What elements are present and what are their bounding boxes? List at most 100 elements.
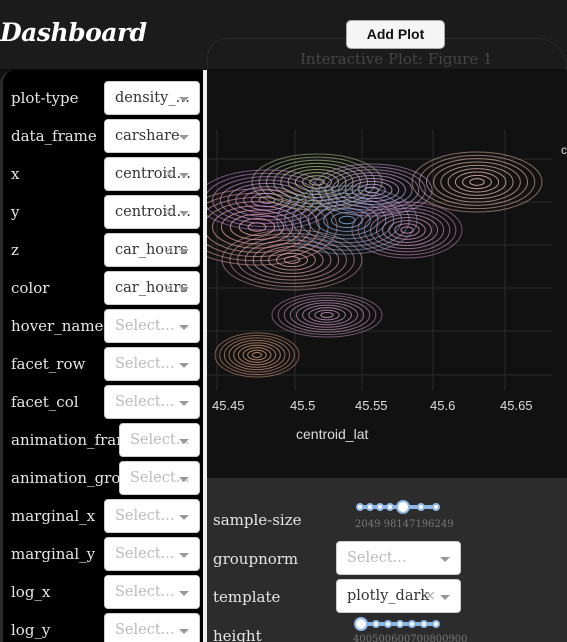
template-value: plotly_dark: [347, 588, 430, 604]
contour-line: [258, 196, 276, 204]
chevron-down-icon: [440, 595, 450, 600]
contour-line: [237, 344, 277, 366]
x-axis-label: centroid_lat: [296, 426, 369, 442]
contour-line: [223, 337, 291, 373]
contour-line: [400, 226, 414, 234]
groupnorm-label: groupnorm: [213, 550, 299, 568]
chevron-down-icon: [179, 287, 189, 292]
contour-line: [228, 339, 286, 371]
slider-mark: [432, 503, 440, 511]
clear-icon[interactable]: ×: [163, 204, 175, 220]
dropdown-data-frame[interactable]: carshare: [104, 119, 200, 153]
slider-mark: [356, 503, 364, 511]
chevron-down-icon: [179, 629, 189, 634]
control-label-color: color: [11, 279, 50, 297]
chevron-down-icon: [179, 135, 189, 140]
sidebar-divider: [203, 70, 207, 642]
contour-line: [229, 213, 285, 241]
contour-line: [308, 307, 346, 323]
contour-line: [283, 297, 371, 333]
contour-line: [440, 164, 514, 200]
contour-line: [364, 186, 380, 194]
dropdown-animation-frame[interactable]: Select...: [119, 423, 200, 457]
contour-line: [219, 334, 295, 376]
contour-line: [454, 171, 500, 193]
slider-mark: [366, 503, 374, 511]
dropdown-value: carshare: [115, 128, 180, 144]
height-handle[interactable]: [354, 617, 368, 631]
slider-mark: [372, 620, 380, 628]
dropdown-color[interactable]: car_hours ×: [104, 271, 200, 305]
slider-mark: [384, 620, 392, 628]
chevron-down-icon: [179, 439, 189, 444]
contour-line: [344, 177, 400, 203]
clear-icon[interactable]: ×: [163, 166, 175, 182]
dropdown-z[interactable]: car_hours ×: [104, 233, 200, 267]
dropdown-marginal-y[interactable]: Select...: [104, 537, 200, 571]
dropdown-log-y[interactable]: Select...: [104, 613, 200, 642]
groupnorm-value: Select...: [347, 550, 407, 566]
control-label-animation-frame: animation_frame: [11, 431, 140, 449]
slider-mark: [432, 620, 440, 628]
contour-line: [242, 347, 272, 363]
control-label-marginal-y: marginal_y: [11, 545, 96, 563]
clear-icon[interactable]: ×: [163, 280, 175, 296]
contour-line: [268, 249, 316, 271]
contour-line: [302, 304, 352, 326]
control-label-hover-name: hover_name: [11, 317, 104, 335]
x-tick-label: 45.55: [355, 398, 388, 413]
contour-line: [302, 175, 332, 189]
chevron-down-icon: [179, 477, 189, 482]
height-label: height: [213, 627, 262, 642]
add-plot-button[interactable]: Add Plot: [346, 20, 445, 49]
contour-line: [294, 172, 340, 192]
dropdown-value: Select...: [115, 318, 175, 334]
density-contour-chart[interactable]: [176, 70, 567, 478]
dropdown-plot-type[interactable]: density_…: [104, 81, 200, 115]
contour-line: [469, 178, 485, 186]
dropdown-hover-name[interactable]: Select...: [104, 309, 200, 343]
dropdown-value: density_…: [115, 90, 191, 106]
dropdown-log-x[interactable]: Select...: [104, 575, 200, 609]
dropdown-x[interactable]: centroid… ×: [104, 157, 200, 191]
control-label-animation-group: animation_group: [11, 469, 140, 487]
plot-area[interactable]: [176, 70, 567, 478]
chevron-down-icon: [179, 515, 189, 520]
contour-line: [311, 163, 433, 217]
contour-line: [260, 246, 324, 274]
contour-line: [418, 154, 536, 210]
height-marks: 400500600700800900: [353, 634, 468, 642]
x-tick-label: 45.6: [430, 398, 456, 413]
contour-line: [271, 292, 383, 338]
contour-line: [369, 210, 445, 250]
contour-line: [247, 349, 267, 361]
dropdown-facet-row[interactable]: Select...: [104, 347, 200, 381]
chevron-down-icon: [179, 249, 189, 254]
dropdown-value: centroid…: [115, 204, 191, 220]
template-dropdown[interactable]: plotly_dark ×: [336, 579, 461, 613]
clear-icon[interactable]: ×: [163, 242, 175, 258]
control-label-x: x: [11, 165, 20, 183]
contour-line: [375, 213, 439, 247]
sample-size-handle[interactable]: [396, 500, 410, 514]
control-label-y: y: [11, 203, 20, 221]
x-tick-label: 45.5: [290, 398, 316, 413]
contour-line: [244, 239, 340, 281]
dropdown-animation-group[interactable]: Select...: [119, 461, 200, 495]
contour-line: [307, 200, 387, 240]
dropdown-facet-col[interactable]: Select...: [104, 385, 200, 419]
contour-line: [287, 169, 347, 195]
contour-line: [323, 208, 371, 232]
dropdown-y[interactable]: centroid… ×: [104, 195, 200, 229]
dropdown-marginal-x[interactable]: Select...: [104, 499, 200, 533]
contour-line: [358, 183, 386, 197]
clear-icon[interactable]: ×: [424, 588, 436, 604]
contour-line: [289, 299, 365, 331]
contour-line: [237, 236, 347, 284]
groupnorm-dropdown[interactable]: Select...: [336, 541, 461, 575]
dropdown-value: Select...: [115, 546, 175, 562]
contour-line: [320, 312, 334, 318]
x-tick-label: 45.45: [212, 398, 245, 413]
figure-title: Interactive Plot: Figure 1: [300, 50, 493, 68]
legend-label: c: [561, 143, 567, 157]
